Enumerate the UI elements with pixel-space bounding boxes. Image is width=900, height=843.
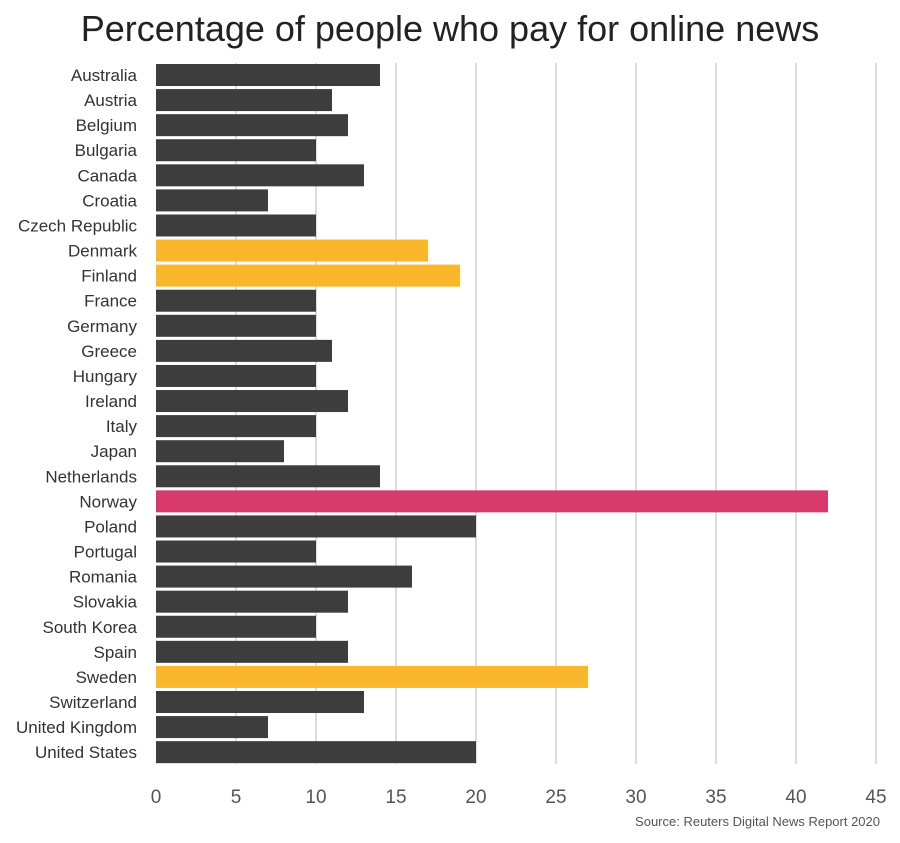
category-label: Australia [71, 66, 138, 85]
bar [156, 615, 316, 638]
x-tick-label: 0 [151, 787, 162, 808]
category-label: Spain [94, 643, 137, 662]
bar [156, 415, 316, 438]
bar [156, 515, 476, 538]
category-label: Canada [77, 166, 137, 185]
bar [156, 665, 588, 688]
bar [156, 139, 316, 162]
category-label: South Korea [42, 618, 137, 637]
category-label: Austria [84, 91, 137, 110]
x-tick-label: 35 [705, 787, 726, 808]
category-label: Bulgaria [75, 141, 138, 160]
category-label: Japan [91, 442, 137, 461]
bar [156, 339, 332, 362]
bar [156, 490, 828, 513]
bar [156, 239, 428, 262]
bar [156, 189, 268, 212]
bar [156, 691, 364, 713]
category-label: Poland [84, 517, 137, 536]
x-tick-label: 5 [231, 787, 242, 808]
x-tick-label: 20 [465, 787, 486, 808]
category-label: Slovakia [73, 593, 138, 612]
x-tick-label: 15 [385, 787, 406, 808]
bar [156, 465, 380, 488]
bar [156, 565, 412, 588]
category-label: Finland [81, 267, 137, 286]
category-label: Denmark [68, 242, 137, 261]
category-label: United Kingdom [16, 718, 137, 737]
bar [156, 314, 316, 337]
bar [156, 289, 316, 312]
bar [156, 590, 348, 613]
bar [156, 640, 348, 663]
category-label: Switzerland [49, 693, 137, 712]
category-label: Romania [69, 568, 138, 587]
chart-title: Percentage of people who pay for online … [80, 8, 820, 49]
bar [156, 89, 332, 112]
category-label: Belgium [76, 116, 137, 135]
bar [156, 164, 364, 187]
category-label: Greece [81, 342, 137, 361]
bar [156, 540, 316, 563]
category-label: Ireland [85, 392, 137, 411]
category-label: Italy [106, 417, 138, 436]
bar [156, 264, 460, 287]
category-label: Norway [79, 492, 137, 511]
bar [156, 716, 268, 739]
x-tick-label: 40 [785, 787, 806, 808]
bar [156, 741, 476, 764]
category-label: Germany [67, 317, 137, 336]
bars [156, 64, 828, 764]
category-label: Netherlands [45, 467, 137, 486]
x-tick-label: 30 [625, 787, 646, 808]
category-label: Portugal [74, 543, 137, 562]
source-note: Source: Reuters Digital News Report 2020 [635, 814, 880, 829]
bar [156, 64, 380, 86]
bar [156, 364, 316, 387]
category-labels: Australia Austria Belgium Bulgaria Canada Cro… [16, 66, 138, 762]
category-label: Croatia [82, 191, 137, 210]
category-label: United States [35, 743, 137, 762]
category-label: Sweden [76, 668, 137, 687]
bar [156, 440, 284, 463]
bar [156, 390, 348, 413]
category-label: Hungary [73, 367, 138, 386]
x-axis-ticks: 0 5 10 15 20 25 30 35 40 45 [151, 787, 887, 808]
x-tick-label: 25 [545, 787, 566, 808]
x-tick-label: 45 [865, 787, 886, 808]
category-label: Czech Republic [18, 216, 138, 235]
bar [156, 114, 348, 137]
bar [156, 214, 316, 237]
category-label: France [84, 292, 137, 311]
x-tick-label: 10 [305, 787, 326, 808]
